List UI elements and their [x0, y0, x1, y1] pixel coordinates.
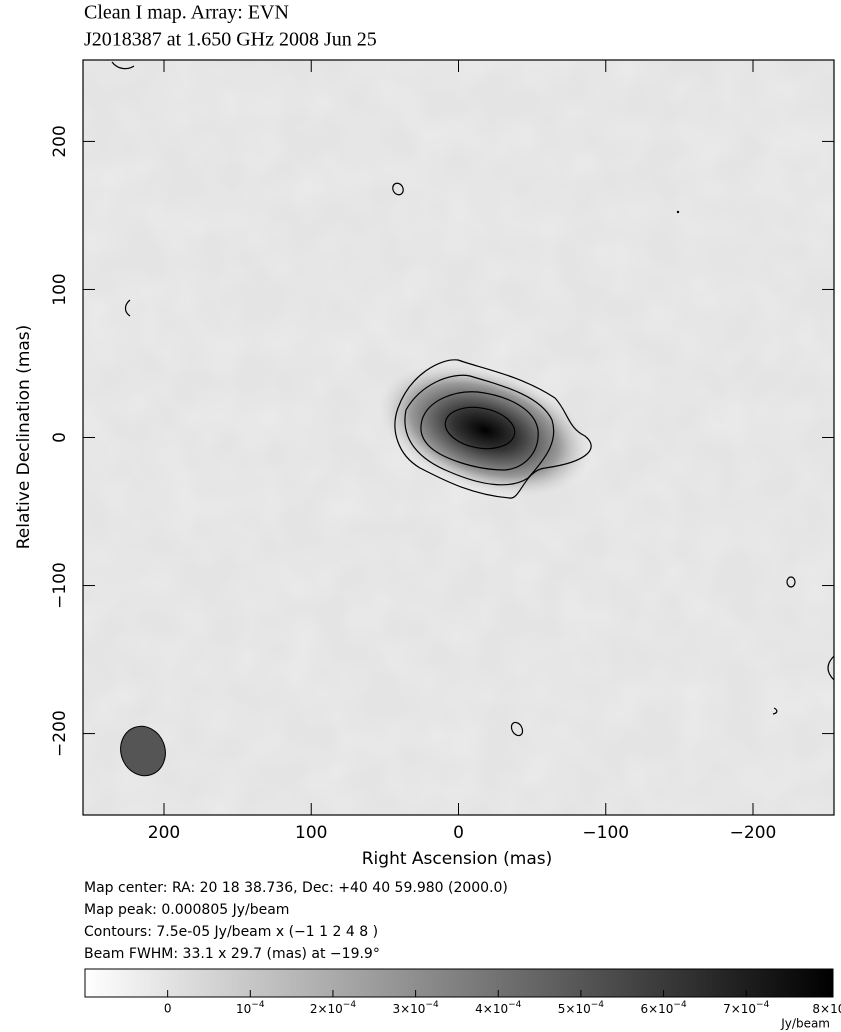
tick-base: 4×10	[475, 1002, 508, 1016]
colorbar-tick-label: 7×10−4	[723, 1000, 770, 1016]
title: Clean I map. Array: EVN	[84, 2, 289, 24]
contour	[392, 182, 404, 196]
subtitle: J2018387 at 1.650 GHz 2008 Jun 25	[84, 29, 377, 51]
y-tick-label: −200	[50, 710, 70, 757]
beam	[120, 725, 166, 777]
tick-exponent: −4	[425, 1000, 439, 1010]
contour	[420, 391, 539, 471]
tick-exponent: −4	[508, 1000, 522, 1010]
colorbar-tick-label: 3×10−4	[392, 1000, 439, 1016]
colorbar-tick-label: 0	[164, 1002, 172, 1016]
colorbar-tick-label: 2×10−4	[310, 1000, 357, 1016]
note: Map peak: 0.000805 Jy/beam	[84, 902, 289, 918]
contour	[676, 210, 680, 214]
y-tick-label: 200	[50, 125, 70, 157]
colorbar-tick-label: 10−4	[236, 1000, 265, 1016]
y-axis-label: Relative Declination (mas)	[14, 325, 34, 550]
colorbar-tick-label: 8×10	[812, 1002, 841, 1016]
note: Contours: 7.5e-05 Jy/beam x (−1 1 2 4 8 …	[84, 924, 378, 940]
x-tick-label: −200	[730, 823, 777, 843]
contour	[510, 721, 524, 737]
tick-exponent: −4	[343, 1000, 357, 1010]
x-tick-label: 0	[453, 823, 464, 843]
note: Map center: RA: 20 18 38.736, Dec: +40 4…	[84, 880, 508, 896]
tick-base: 7×10	[723, 1002, 756, 1016]
contour	[827, 655, 834, 681]
note: Beam FWHM: 33.1 x 29.7 (mas) at −19.9°	[84, 946, 380, 962]
tick-exponent: −4	[251, 1000, 265, 1010]
contour	[404, 374, 555, 486]
x-tick-label: 200	[148, 823, 180, 843]
contour	[786, 576, 796, 588]
tick-base: 2×10	[310, 1002, 343, 1016]
tick-exponent: −4	[673, 1000, 687, 1010]
colorbar-tick-label: 6×10−4	[640, 1000, 687, 1016]
x-tick-label: 100	[295, 823, 327, 843]
notes: Map center: RA: 20 18 38.736, Dec: +40 4…	[84, 880, 508, 962]
y-tick-label: −100	[50, 562, 70, 609]
tick-base: 10	[236, 1002, 251, 1016]
x-tick-label: −100	[582, 823, 629, 843]
colorbar	[84, 968, 834, 998]
contour	[394, 359, 592, 499]
tick-base: 8×10	[812, 1002, 841, 1016]
tick-base: 3×10	[392, 1002, 425, 1016]
y-tick-label: 0	[50, 432, 70, 443]
colorbar-label: Jy/beam	[780, 1017, 830, 1031]
y-tick-label: 100	[50, 273, 70, 305]
contours	[111, 61, 834, 737]
tick-exponent: −4	[756, 1000, 770, 1010]
contour	[124, 299, 131, 317]
tick-exponent: −4	[591, 1000, 605, 1010]
tick-base: 5×10	[558, 1002, 591, 1016]
contour	[111, 61, 135, 70]
colorbar-tick-label: 5×10−4	[558, 1000, 605, 1016]
map-image	[83, 60, 834, 815]
contour	[772, 707, 778, 715]
tick-base: 6×10	[640, 1002, 673, 1016]
contour	[444, 406, 516, 450]
x-axis-label: Right Ascension (mas)	[362, 849, 553, 869]
colorbar-tick-label: 4×10−4	[475, 1000, 522, 1016]
